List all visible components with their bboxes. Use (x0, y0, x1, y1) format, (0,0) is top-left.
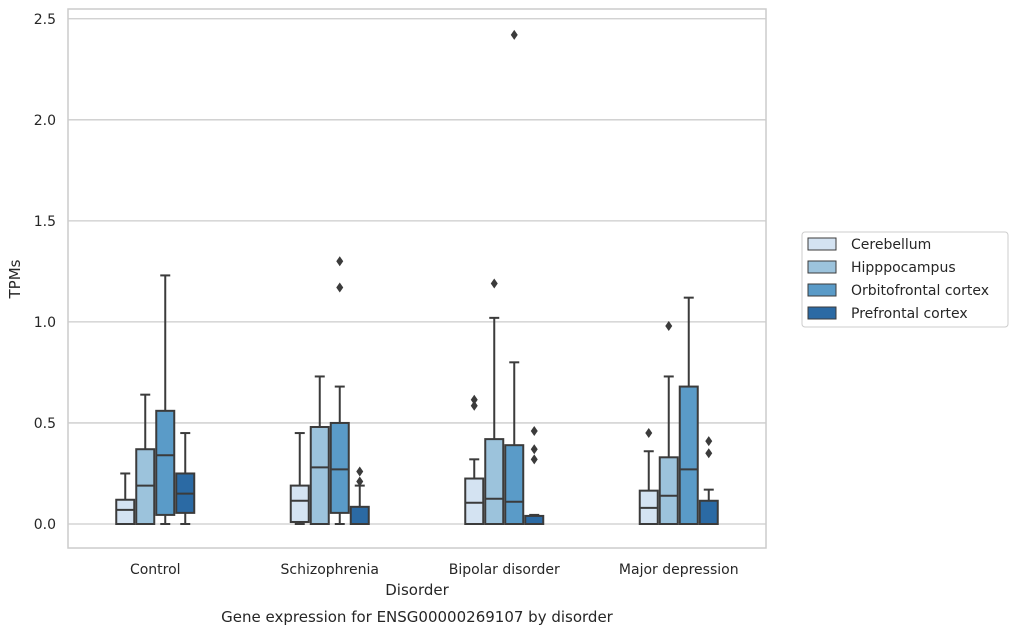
legend-frame (801, 231, 1009, 328)
x-tick-label: Major depression (619, 562, 739, 578)
box-orbitofrontal-cortex (504, 29, 525, 525)
box-prefrontal-cortex (349, 466, 370, 526)
box-iqr (329, 421, 350, 514)
outlier-point (470, 400, 478, 411)
box-cerebellum (115, 472, 136, 525)
box-hipppocampus (135, 393, 156, 525)
outlier-point (530, 426, 538, 437)
y-tick-label: 1.0 (34, 315, 56, 331)
y-tick-label: 2.0 (34, 113, 56, 129)
chart-caption: Gene expression for ENSG00000269107 by d… (221, 608, 614, 626)
x-tick-label: Bipolar disorder (449, 562, 560, 578)
x-tick-label: Control (130, 562, 181, 578)
outlier-point (336, 256, 344, 267)
box-iqr (678, 385, 699, 525)
box-orbitofrontal-cortex (329, 256, 350, 525)
y-axis-ticks: 0.0 0.5 1.0 1.5 2.0 2.5 (34, 12, 56, 533)
box-iqr (115, 498, 136, 525)
outlier-point (470, 394, 478, 405)
x-axis-label: Disorder (385, 581, 449, 599)
legend-swatch (807, 260, 837, 274)
y-tick-label: 0.0 (34, 517, 56, 533)
legend-label: Prefrontal cortex (851, 306, 968, 322)
legend-swatch (807, 283, 837, 297)
box-iqr (464, 477, 485, 525)
box-orbitofrontal-cortex (678, 296, 699, 525)
legend-swatch (807, 306, 837, 320)
outlier-point (490, 278, 498, 289)
y-axis-label: TPMs (6, 259, 24, 299)
outlier-point (510, 29, 518, 40)
legend: Cerebellum Hipppocampus Orbitofrontal cort… (801, 231, 1009, 328)
y-tick-label: 2.5 (34, 12, 56, 28)
box-iqr (524, 514, 545, 526)
legend-label: Cerebellum (851, 237, 931, 253)
outlier-point (705, 448, 713, 459)
box-iqr (155, 409, 176, 516)
y-tick-label: 1.5 (34, 214, 56, 230)
box-orbitofrontal-cortex (155, 274, 176, 525)
box-iqr (658, 456, 679, 526)
box-prefrontal-cortex (524, 426, 545, 526)
box-iqr (504, 444, 525, 525)
outlier-point (336, 282, 344, 293)
x-tick-label: Schizophrenia (281, 562, 379, 578)
outlier-point (665, 320, 673, 331)
box-iqr (309, 425, 330, 526)
box-prefrontal-cortex (175, 432, 196, 525)
box-iqr (135, 448, 156, 525)
outlier-point (705, 436, 713, 447)
box-cerebellum (638, 428, 659, 526)
box-cerebellum (464, 394, 485, 525)
outlier-point (530, 444, 538, 455)
outlier-point (645, 428, 653, 439)
y-tick-label: 0.5 (34, 416, 56, 432)
outlier-point (356, 466, 364, 477)
x-axis-ticks: Control Schizophrenia Bipolar disorder Majo… (130, 562, 739, 578)
box-hipppocampus (309, 375, 330, 526)
outlier-point (356, 476, 364, 487)
box-hipppocampus (658, 320, 679, 526)
legend-label: Orbitofrontal cortex (851, 283, 989, 299)
box-cerebellum (289, 432, 310, 525)
box-iqr (349, 505, 370, 526)
box-iqr (289, 484, 310, 523)
box-prefrontal-cortex (698, 436, 719, 526)
box-hipppocampus (484, 278, 505, 526)
plot-frame (67, 8, 767, 549)
outlier-point (530, 454, 538, 465)
boxes-layer (115, 29, 719, 526)
box-iqr (698, 499, 719, 526)
box-iqr (484, 438, 505, 526)
legend-label: Hipppocampus (851, 260, 956, 276)
legend-swatch (807, 237, 837, 251)
